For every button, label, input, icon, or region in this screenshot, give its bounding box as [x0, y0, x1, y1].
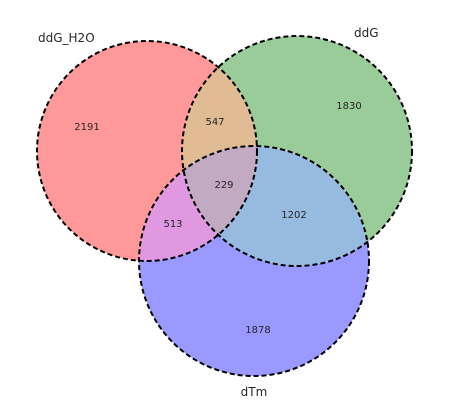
set-outlines — [36, 35, 413, 377]
circle-outline-b — [181, 35, 413, 267]
set-labels: ddG_H2O ddG dTm — [38, 26, 379, 399]
count-ab: 547 — [205, 117, 224, 128]
set-label-a: ddG_H2O — [38, 31, 95, 45]
region-counts: 2191 1830 1878 547 513 1202 229 — [74, 101, 361, 336]
circle-outline-a — [36, 40, 258, 262]
count-abc: 229 — [214, 180, 233, 191]
count-a: 2191 — [74, 122, 99, 133]
set-label-b: ddG — [354, 26, 379, 40]
count-bc: 1202 — [281, 210, 306, 221]
circle-outline-c — [138, 145, 370, 377]
count-ac: 513 — [163, 219, 182, 230]
count-c: 1878 — [245, 325, 270, 336]
set-label-c: dTm — [241, 385, 268, 399]
count-b: 1830 — [336, 101, 361, 112]
